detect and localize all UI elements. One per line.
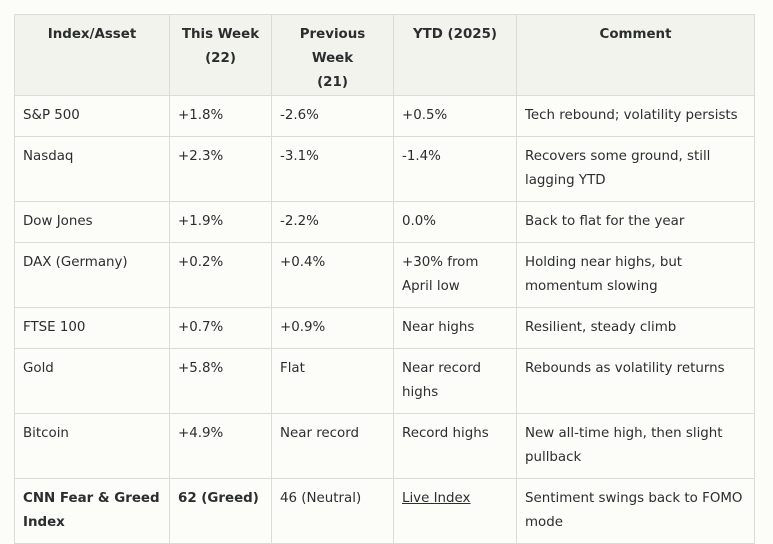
cell-asset: FTSE 100 [14,307,170,349]
header-index-asset: Index/Asset [14,14,170,96]
cell-ytd: +30% from April low [393,242,517,308]
table-header: Index/Asset This Week (22) Previous Week(… [14,14,755,96]
header-row: Index/Asset This Week (22) Previous Week(… [14,14,755,96]
table-row: Nasdaq +2.3% -3.1% -1.4% Recovers some g… [14,136,755,202]
cell-comment: Holding near highs, but momentum slowing [516,242,755,308]
live-index-link[interactable]: Live Index [402,491,471,506]
cell-previous-week: -2.6% [271,95,394,137]
table-row: Bitcoin +4.9% Near record Record highs N… [14,413,755,479]
cell-this-week: +4.9% [169,413,272,479]
table-row: DAX (Germany) +0.2% +0.4% +30% from Apri… [14,242,755,308]
cell-this-week: +2.3% [169,136,272,202]
table-row: FTSE 100 +0.7% +0.9% Near highs Resilien… [14,307,755,349]
cell-comment: Resilient, steady climb [516,307,755,349]
table-row: Gold +5.8% Flat Near record highs Reboun… [14,348,755,414]
cell-previous-week: -2.2% [271,201,394,243]
header-this-week: This Week (22) [169,14,272,96]
cell-ytd: Near highs [393,307,517,349]
cell-this-week: 62 (Greed) [169,478,272,544]
cell-previous-week: 46 (Neutral) [271,478,394,544]
cell-ytd: Live Index [393,478,517,544]
cell-asset: Dow Jones [14,201,170,243]
cell-ytd: 0.0% [393,201,517,243]
cell-previous-week: Near record [271,413,394,479]
market-table-container: Index/Asset This Week (22) Previous Week(… [14,14,755,544]
cell-ytd: +0.5% [393,95,517,137]
header-previous-week: Previous Week (21) [271,14,394,96]
table-row: CNN Fear & Greed Index 62 (Greed) 46 (Ne… [14,478,755,544]
cell-asset: CNN Fear & Greed Index [14,478,170,544]
cell-comment: Recovers some ground, still lagging YTD [516,136,755,202]
table-row: Dow Jones +1.9% -2.2% 0.0% Back to flat … [14,201,755,243]
cell-this-week: +5.8% [169,348,272,414]
cell-asset: Gold [14,348,170,414]
cell-ytd: Near record highs [393,348,517,414]
cell-comment: New all-time high, then slight pullback [516,413,755,479]
cell-asset: Nasdaq [14,136,170,202]
cell-this-week: +0.7% [169,307,272,349]
header-comment: Comment [516,14,755,96]
cell-comment: Rebounds as volatility returns [516,348,755,414]
cell-previous-week: Flat [271,348,394,414]
cell-previous-week: -3.1% [271,136,394,202]
table-body: S&P 500 +1.8% -2.6% +0.5% Tech rebound; … [14,95,755,544]
cell-comment: Sentiment swings back to FOMO mode [516,478,755,544]
header-ytd: YTD (2025) [393,14,517,96]
cell-comment: Back to flat for the year [516,201,755,243]
cell-this-week: +0.2% [169,242,272,308]
cell-comment: Tech rebound; volatility persists [516,95,755,137]
cell-asset: DAX (Germany) [14,242,170,308]
table-row: S&P 500 +1.8% -2.6% +0.5% Tech rebound; … [14,95,755,137]
cell-previous-week: +0.4% [271,242,394,308]
cell-this-week: +1.9% [169,201,272,243]
cell-ytd: -1.4% [393,136,517,202]
market-performance-table: Index/Asset This Week (22) Previous Week(… [14,14,755,544]
cell-ytd: Record highs [393,413,517,479]
cell-previous-week: +0.9% [271,307,394,349]
cell-asset: Bitcoin [14,413,170,479]
cell-this-week: +1.8% [169,95,272,137]
cell-asset: S&P 500 [14,95,170,137]
